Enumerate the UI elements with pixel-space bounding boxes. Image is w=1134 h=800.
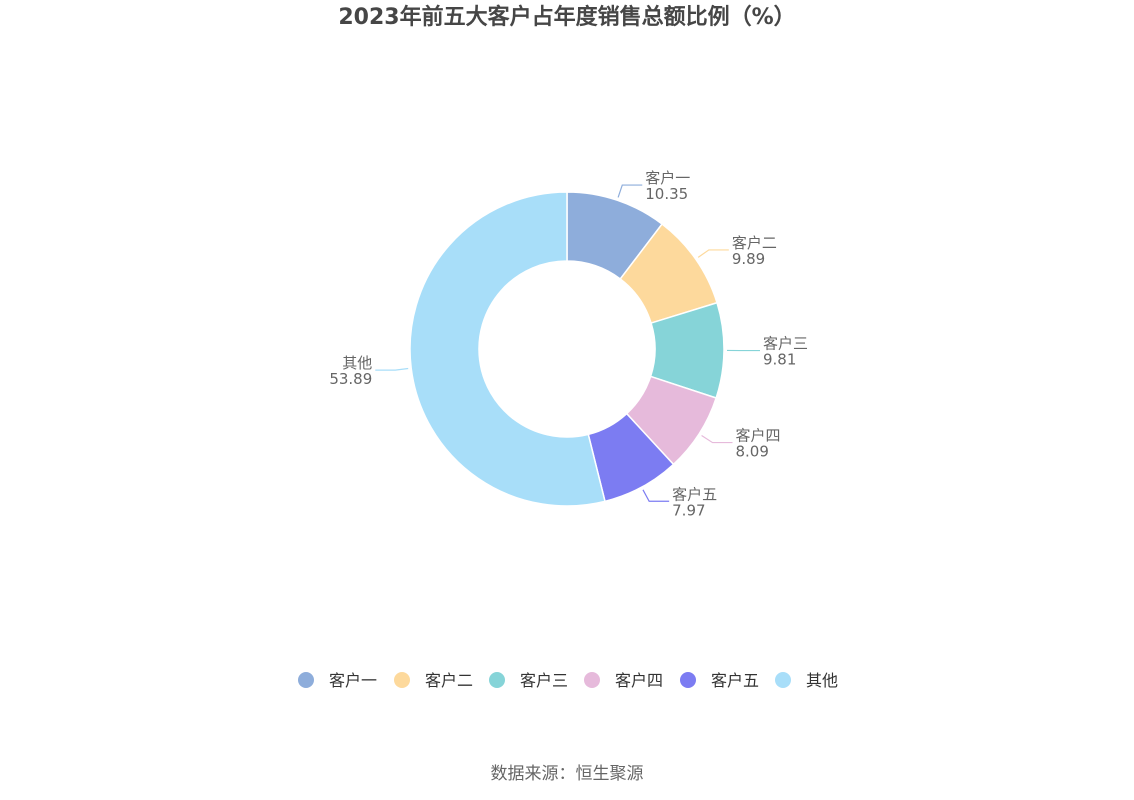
chart-title: 2023年前五大客户占年度销售总额比例（%）: [338, 5, 796, 30]
legend-item-4[interactable]: 客户四: [584, 671, 663, 690]
legend-label-1: 客户一: [329, 671, 377, 690]
legend-label-5: 客户五: [711, 671, 759, 690]
legend-item-5[interactable]: 客户五: [680, 671, 759, 690]
legend-label-3: 客户三: [520, 671, 568, 690]
leader-line-1: [617, 184, 643, 198]
legend-item-1[interactable]: 客户一: [298, 671, 377, 690]
legend-label-4: 客户四: [615, 671, 663, 690]
slice-6[interactable]: [409, 191, 606, 507]
legend-item-3[interactable]: 客户三: [489, 671, 568, 690]
slice-label-value-1: 10.35: [645, 185, 688, 203]
legend-marker-2: [394, 672, 410, 688]
legend-marker-6: [775, 672, 791, 688]
source-note: 数据来源：恒生聚源: [490, 764, 644, 784]
slice-label-name-6: 其他: [342, 354, 372, 372]
leader-line-4: [701, 435, 733, 444]
slice-label-value-2: 9.89: [732, 250, 765, 268]
legend-marker-1: [298, 672, 314, 688]
legend-label-6: 其他: [806, 671, 838, 690]
leader-line-5: [642, 489, 670, 502]
legend-marker-3: [489, 672, 505, 688]
legend-label-2: 客户二: [425, 671, 473, 690]
slice-label-value-3: 9.81: [763, 351, 796, 369]
slices-group: [409, 191, 725, 507]
leader-line-2: [697, 249, 729, 258]
slice-label-value-5: 7.97: [672, 501, 705, 519]
slice-label-name-4: 客户四: [736, 427, 781, 445]
legend-item-2[interactable]: 客户二: [394, 671, 473, 690]
legend: 客户一 客户二 客户三 客户四 客户五 其他: [298, 671, 838, 690]
slice-label-name-2: 客户二: [732, 234, 777, 252]
slice-label-name-5: 客户五: [672, 485, 717, 503]
slice-label-value-6: 53.89: [329, 370, 372, 388]
legend-item-6[interactable]: 其他: [775, 671, 838, 690]
slice-label-name-3: 客户三: [763, 335, 808, 353]
slice-label-name-1: 客户一: [645, 169, 690, 187]
leader-line-6: [375, 367, 409, 371]
leader-lines-group: [375, 184, 760, 502]
slice-label-value-4: 8.09: [736, 443, 769, 461]
legend-marker-4: [584, 672, 600, 688]
legend-marker-5: [680, 672, 696, 688]
